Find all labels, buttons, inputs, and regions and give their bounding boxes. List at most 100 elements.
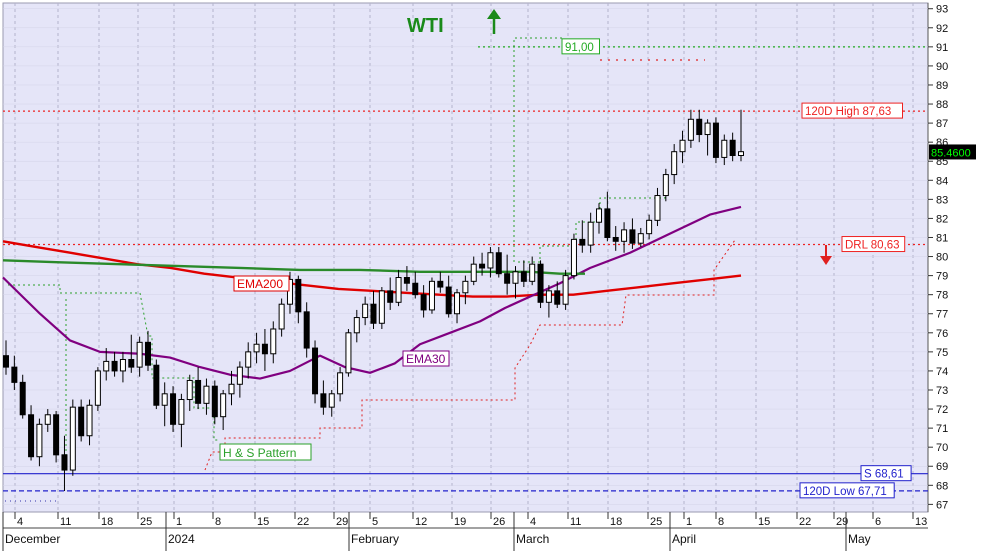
- x-tick-label: 13: [915, 516, 927, 528]
- y-tick-label: 82: [936, 213, 948, 225]
- month-label: December: [5, 532, 60, 546]
- y-axis-panel: [928, 3, 978, 512]
- current-price-tag: [929, 144, 976, 160]
- reference-levels: 120D High 87,63 DRL 80,63 S 68,61 120D Low …: [3, 38, 928, 499]
- candle-body-down: [19, 381, 26, 416]
- candle-body-up: [687, 118, 694, 141]
- candle-body-up: [562, 275, 569, 305]
- candle-body-up: [721, 139, 728, 158]
- hs-pattern-label-box: [219, 443, 312, 461]
- candle-body-down: [28, 414, 35, 458]
- candle-body-up: [345, 332, 352, 374]
- y-tick-group: 6768697071727374757677787980818283848586…: [3, 4, 948, 511]
- y-tick-label: 81: [936, 232, 948, 244]
- candle-body-down: [153, 364, 160, 406]
- level-label-box: [801, 102, 903, 119]
- candle-body-up: [119, 358, 126, 372]
- y-tick-label: 69: [936, 461, 948, 473]
- level-label-box: [860, 465, 912, 482]
- candle-body-up: [94, 370, 101, 406]
- candle-body-up: [103, 360, 110, 372]
- candle-body-down: [195, 379, 202, 404]
- candle-body-up: [646, 219, 653, 235]
- candle-body-up: [679, 139, 686, 153]
- candle-body-down: [312, 347, 319, 395]
- ema30-label-box: [402, 350, 450, 367]
- candle-body-down: [111, 360, 118, 372]
- x-tick-label: 22: [799, 516, 811, 528]
- x-tick-label: 25: [140, 516, 152, 528]
- y-tick-label: 77: [936, 309, 948, 321]
- candle-body-up: [353, 317, 360, 334]
- x-tick-label: 6: [875, 516, 881, 528]
- candle-body-up: [704, 122, 711, 136]
- x-tick-label: 1: [176, 516, 182, 528]
- candle-body-up: [220, 393, 227, 418]
- chart-title: WTI: [407, 15, 444, 37]
- candle-body-up: [362, 303, 369, 319]
- candle-body-down: [445, 286, 452, 315]
- candle-body-down: [295, 278, 302, 313]
- candle-body-up: [470, 263, 477, 282]
- candle-body-up: [236, 366, 243, 385]
- candles-group: [3, 109, 744, 492]
- y-tick-label: 88: [936, 99, 948, 111]
- month-label: 2024: [168, 532, 195, 546]
- candle-body-up: [587, 221, 594, 246]
- y-tick-label: 72: [936, 404, 948, 416]
- y-tick-label: 73: [936, 385, 948, 397]
- candle-body-down: [403, 277, 410, 284]
- candle-body-down: [144, 341, 151, 366]
- series-line-ema200: [2, 240, 742, 298]
- candle-body-up: [228, 383, 235, 395]
- candle-body-down: [504, 273, 511, 284]
- x-tick-label: 4: [530, 516, 536, 528]
- plot-background: [2, 2, 929, 513]
- candle-body-up: [270, 328, 277, 355]
- y-tick-label: 79: [936, 271, 948, 283]
- x-tick-label: 1: [686, 516, 692, 528]
- candle-body-down: [3, 355, 9, 368]
- y-tick-label: 68: [936, 480, 948, 492]
- y-tick-label: 83: [936, 194, 948, 206]
- y-tick-label: 78: [936, 290, 948, 302]
- candle-body-down: [420, 294, 427, 311]
- candle-body-down: [437, 280, 444, 288]
- candle-body-up: [662, 174, 669, 197]
- candle-body-down: [520, 271, 527, 282]
- candle-body-down: [629, 229, 636, 244]
- candle-body-up: [428, 280, 435, 311]
- candle-body-up: [253, 343, 260, 353]
- candle-body-down: [412, 282, 419, 296]
- candle-body-up: [621, 229, 628, 242]
- x-tick-label: 19: [454, 516, 466, 528]
- candle-body-up: [596, 208, 603, 223]
- ema200-label: EMA200: [237, 277, 283, 291]
- ema200-label-box: [233, 275, 290, 292]
- candle-body-up: [454, 292, 461, 315]
- month-label: May: [848, 532, 871, 546]
- y-tick-label: 76: [936, 328, 948, 340]
- candle-body-up: [529, 263, 536, 282]
- candle-body-up: [278, 303, 285, 330]
- x-tick-label: 25: [650, 516, 662, 528]
- candle-body-up: [136, 341, 143, 368]
- x-tick-label: 18: [101, 516, 113, 528]
- candle-body-down: [612, 236, 619, 242]
- x-tick-label: 5: [372, 516, 378, 528]
- candle-body-up: [337, 372, 344, 395]
- x-tick-label: 18: [610, 516, 622, 528]
- down-arrow-head: [820, 256, 832, 265]
- x-tick-label: 12: [415, 516, 427, 528]
- level-label: 120D Low 67,71: [803, 486, 887, 498]
- candle-body-up: [36, 423, 43, 458]
- candle-body-up: [462, 280, 469, 294]
- hs-pattern-label: H & S Pattern: [223, 446, 296, 460]
- candle-body-down: [370, 303, 377, 324]
- candle-body-up: [245, 351, 252, 368]
- candle-body-up: [738, 151, 744, 157]
- target-projection: [513, 37, 562, 262]
- candle-body-up: [44, 414, 51, 425]
- x-tick-label: 11: [570, 516, 581, 528]
- red-trailing-stop: [204, 239, 736, 471]
